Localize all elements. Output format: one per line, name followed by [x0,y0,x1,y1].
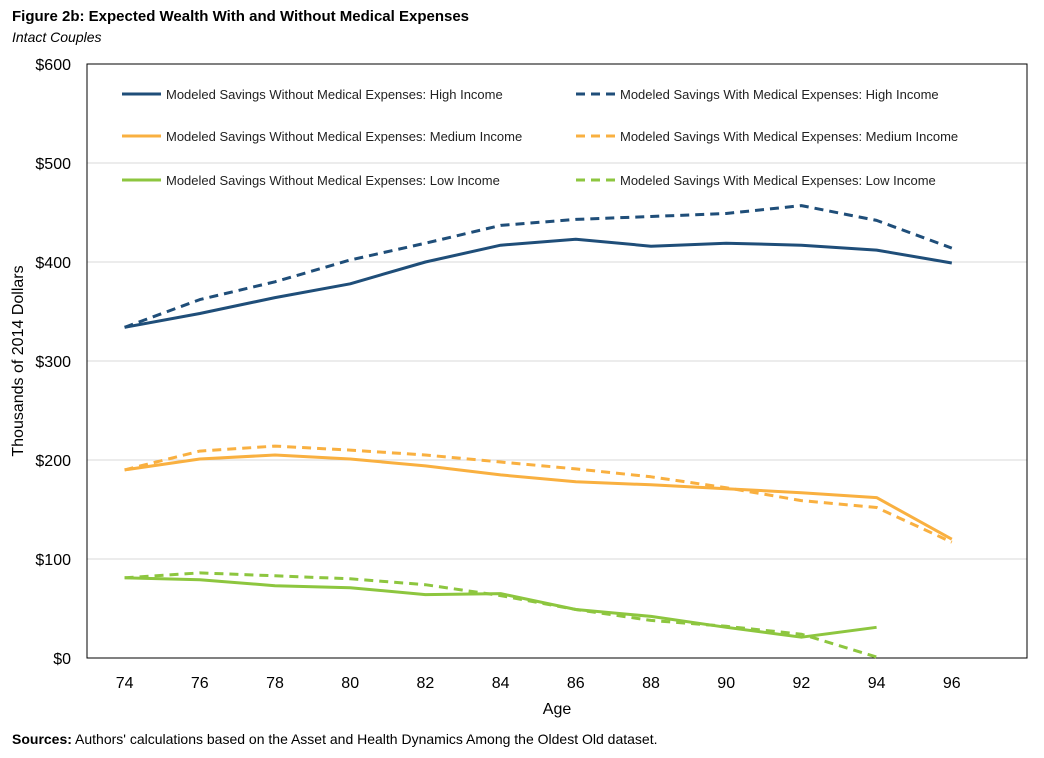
series-line-2 [124,204,953,329]
series-line-6 [124,571,878,659]
x-tick-label: 76 [191,675,209,692]
y-tick-label: $400 [35,255,71,272]
y-tick-label: $200 [35,453,71,470]
sources-label: Sources: [12,731,72,747]
figure-subtitle: Intact Couples [12,29,102,45]
series-line-4 [124,444,953,544]
series-line-1 [124,237,953,329]
y-axis-ticks: $0 $100 $200 $300 $400 $500 $600 [35,57,71,668]
x-tick-label: 92 [793,675,811,692]
sources-text: Authors' calculations based on the Asset… [71,731,658,747]
x-tick-label: 80 [341,675,359,692]
x-tick-label: 86 [567,675,585,692]
legend-label-1: Modeled Savings Without Medical Expenses… [166,87,503,102]
x-tick-label: 84 [492,675,510,692]
sources-note: Sources: Authors' calculations based on … [12,731,658,747]
x-tick-label: 78 [266,675,284,692]
legend-label-6: Modeled Savings With Medical Expenses: L… [620,173,936,188]
legend-label-5: Modeled Savings Without Medical Expenses… [166,173,500,188]
x-tick-label: 90 [717,675,735,692]
legend-label-2: Modeled Savings With Medical Expenses: H… [620,87,939,102]
y-tick-label: $600 [35,57,71,74]
x-tick-label: 96 [943,675,961,692]
series-line-3 [124,453,953,541]
y-tick-label: $300 [35,354,71,371]
legend-label-3: Modeled Savings Without Medical Expenses… [166,129,522,144]
y-axis-title: Thousands of 2014 Dollars [10,265,27,456]
x-axis-title: Age [543,701,572,718]
legend: Modeled Savings Without Medical Expenses… [122,87,958,188]
x-tick-label: 94 [868,675,886,692]
gridlines [87,162,1027,560]
y-tick-label: $500 [35,156,71,173]
plot-frame [86,63,1028,659]
series-line-5 [124,576,877,639]
y-tick-label: $100 [35,552,71,569]
figure-title: Figure 2b: Expected Wealth With and With… [12,8,470,25]
legend-label-4: Modeled Savings With Medical Expenses: M… [620,129,958,144]
y-tick-label: $0 [53,651,71,668]
series-lines [124,204,953,659]
x-tick-label: 74 [116,675,134,692]
x-tick-label: 88 [642,675,660,692]
x-tick-label: 82 [417,675,435,692]
x-axis-ticks: 74 76 78 80 82 84 86 88 90 92 94 96 [116,675,961,692]
